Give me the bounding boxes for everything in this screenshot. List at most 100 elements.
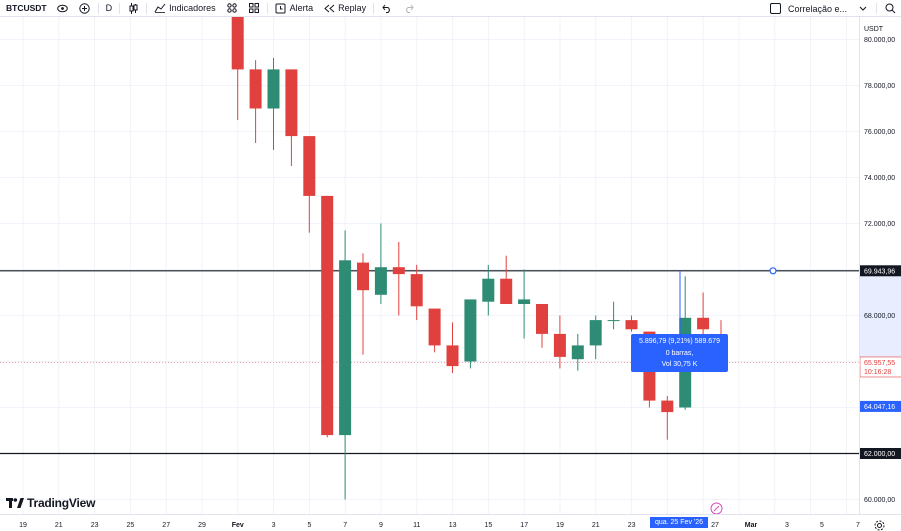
- time-tick-label: 13: [449, 522, 457, 529]
- apps-icon: [248, 2, 260, 14]
- time-tick-label: 9: [379, 522, 383, 529]
- candle-body: [536, 304, 548, 334]
- candle-body: [249, 69, 262, 109]
- candle-body: [625, 320, 638, 330]
- time-tick-label: 3: [272, 522, 276, 529]
- search-icon: [884, 3, 896, 15]
- last-price-badge-bg: [859, 356, 901, 378]
- symbol-search-button[interactable]: BTCUSDT: [0, 0, 52, 17]
- time-axis[interactable]: 19 21 23 25 27 29 Fev 3 5 7 9 11 13 15 17 19 21 23 27 Mar 3 5…: [0, 514, 901, 531]
- undo-button[interactable]: [376, 0, 398, 17]
- support-price-badge: 62.000,00: [864, 451, 895, 458]
- measure-line-2: 0 barras,: [665, 349, 694, 357]
- candle-body: [267, 69, 280, 109]
- candle-body: [464, 299, 477, 362]
- price-axis[interactable]: USDT98.000,0096.000,0094.000,0092.000,00…: [859, 17, 901, 514]
- candle-body: [482, 278, 495, 302]
- time-tick-label: 11: [413, 522, 420, 529]
- replay-button[interactable]: Replay: [318, 0, 371, 17]
- ray-anchor-handle[interactable]: [769, 267, 777, 275]
- time-tick-label: 5: [820, 522, 824, 529]
- symbol-visibility-button[interactable]: [52, 0, 74, 17]
- candlestick-chart[interactable]: [0, 17, 859, 514]
- settings-gear-button[interactable]: [874, 518, 885, 531]
- price-tick-label: 80.000,00: [864, 37, 895, 44]
- alert-button[interactable]: Alerta: [270, 0, 319, 17]
- correlation-label: Correlação e...: [787, 3, 847, 14]
- time-axis-scale: 19 21 23 25 27 29 Fev 3 5 7 9 11 13 15 17 19 21 23 27 Mar 3 5…: [19, 522, 860, 529]
- candle-body: [571, 345, 584, 360]
- time-tick-label: Fev: [232, 522, 244, 529]
- candle-body: [428, 308, 441, 346]
- candle-body: [553, 333, 566, 357]
- templates-button[interactable]: [243, 0, 265, 17]
- price-axis-scale: USDT98.000,0096.000,0094.000,0092.000,00…: [859, 26, 901, 504]
- candle-body: [374, 267, 387, 295]
- measure-low-badge-bg: [860, 400, 901, 412]
- tradingview-logo-icon: [6, 498, 24, 508]
- time-tick-label: 7: [343, 522, 347, 529]
- time-tick-label: 29: [198, 522, 206, 529]
- compare-dropdown[interactable]: [852, 0, 874, 17]
- axis-currency-label: USDT: [864, 26, 884, 33]
- time-tick-label: 3: [785, 522, 789, 529]
- price-tick-label: 76.000,00: [864, 129, 895, 136]
- price-tick-label: 78.000,00: [864, 83, 895, 90]
- rewind-icon: [323, 2, 335, 14]
- time-tick-label: 25: [127, 522, 135, 529]
- toolbar-divider: [97, 2, 99, 14]
- measure-line-3: Vol 30,75 K: [661, 361, 698, 368]
- time-tick-label: 27: [162, 522, 170, 529]
- top-toolbar: BTCUSDT D Indicadores Alerta Replay Cor: [0, 0, 901, 17]
- candle-body: [339, 260, 352, 436]
- interval-label: D: [105, 3, 113, 13]
- interval-button[interactable]: D: [101, 0, 118, 17]
- time-tick-label: Mar: [745, 522, 758, 529]
- alarm-clock-icon: [275, 2, 287, 14]
- alert-label: Alerta: [289, 3, 314, 13]
- indicators-icon: [154, 2, 166, 14]
- time-tick-label: 5: [307, 522, 311, 529]
- correlation-button[interactable]: Correlação e...: [765, 0, 852, 17]
- candle-body: [518, 299, 531, 304]
- candles-icon: [127, 2, 139, 14]
- candle-body: [321, 195, 334, 436]
- redo-button[interactable]: [398, 0, 420, 17]
- tradingview-wordmark: TradingView: [27, 496, 96, 510]
- search-button[interactable]: [879, 0, 901, 17]
- time-tick-label: 17: [520, 522, 528, 529]
- toolbar-divider: [876, 3, 877, 14]
- tradingview-logo[interactable]: TradingView: [6, 496, 95, 510]
- chart-type-button[interactable]: [122, 0, 144, 17]
- time-tick-label: 27: [711, 522, 719, 529]
- toolbar-divider: [266, 2, 268, 14]
- measure-tooltip: 5.896,79 (9,21%) 589.679 0 barras, Vol 3…: [631, 334, 728, 372]
- resistance-price-badge-bg: [860, 265, 901, 277]
- symbol-label: BTCUSDT: [6, 3, 47, 13]
- replay-label: Replay: [338, 3, 367, 13]
- indicators-label: Indicadores: [169, 3, 216, 13]
- gear-icon: [874, 520, 885, 531]
- last-price-badge: 65.957,55: [864, 360, 895, 367]
- grid-icon: [226, 2, 238, 14]
- candle-body: [303, 136, 316, 196]
- candle-body: [661, 400, 674, 413]
- measure-low-badge: 64.047,16: [864, 404, 895, 411]
- candle-body: [231, 17, 244, 70]
- time-tick-label: 21: [592, 522, 600, 529]
- redo-icon: [403, 2, 415, 14]
- layouts-button[interactable]: [221, 0, 243, 17]
- horizontal-lines: [0, 270, 859, 455]
- indicators-button[interactable]: Indicadores: [149, 0, 221, 17]
- toolbar-right-group: Correlação e...: [765, 0, 901, 17]
- toolbar-divider: [146, 2, 148, 14]
- toolbar-divider: [373, 2, 375, 14]
- price-tick-label: 74.000,00: [864, 175, 895, 182]
- compare-add-symbol-button[interactable]: [74, 0, 96, 17]
- chevron-down-icon: [857, 3, 869, 15]
- candle-body: [357, 262, 369, 291]
- chart-pane[interactable]: 5.896,79 (9,21%) 589.679 0 barras, Vol 3…: [0, 17, 859, 514]
- candle-body: [500, 278, 513, 304]
- candles-group: [231, 17, 727, 500]
- candle-body: [607, 320, 620, 322]
